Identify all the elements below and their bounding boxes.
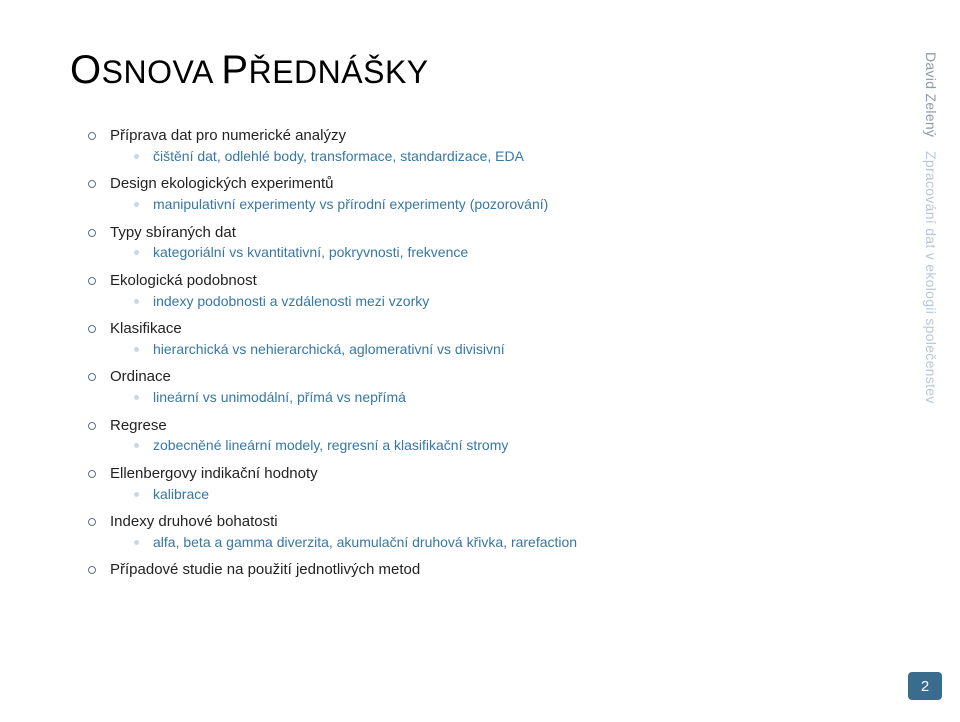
outline-subitem: manipulativní experimenty vs přírodní ex… <box>134 196 890 214</box>
dot-bullet-icon <box>134 540 139 545</box>
outline-subitem-label: manipulativní experimenty vs přírodní ex… <box>153 196 548 214</box>
outline-item-label: Regrese <box>110 417 167 436</box>
dot-bullet-icon <box>134 154 139 159</box>
outline-item-label: Typy sbíraných dat <box>110 224 236 243</box>
circle-bullet-icon <box>88 277 96 285</box>
outline-subitem: indexy podobnosti a vzdálenosti mezi vzo… <box>134 293 890 311</box>
outline-item: Ellenbergovy indikační hodnoty <box>88 465 890 484</box>
outline-item-label: Ekologická podobnost <box>110 272 257 291</box>
outline-item: Design ekologických experimentů <box>88 175 890 194</box>
dot-bullet-icon <box>134 347 139 352</box>
title-cap-1: O <box>70 48 102 92</box>
outline-item: Příprava dat pro numerické analýzy <box>88 127 890 146</box>
outline-subitem-label: kategoriální vs kvantitativní, pokryvnos… <box>153 244 468 262</box>
outline-item: Indexy druhové bohatosti <box>88 513 890 532</box>
dot-bullet-icon <box>134 299 139 304</box>
title-rest-1: SNOVA <box>102 54 222 90</box>
outline-subitem-label: hierarchická vs nehierarchická, aglomera… <box>153 341 505 359</box>
outline-item-label: Příprava dat pro numerické analýzy <box>110 127 346 146</box>
outline-subitem: alfa, beta a gamma diverzita, akumulační… <box>134 534 890 552</box>
outline-item: Klasifikace <box>88 320 890 339</box>
circle-bullet-icon <box>88 518 96 526</box>
dot-bullet-icon <box>134 202 139 207</box>
outline-list: Příprava dat pro numerické analýzy čištěn… <box>70 127 890 580</box>
outline-subitem-label: lineární vs unimodální, přímá vs nepřímá <box>153 389 406 407</box>
sidebar: David Zelený Zpracování dat v ekologii s… <box>920 52 942 572</box>
circle-bullet-icon <box>88 422 96 430</box>
circle-bullet-icon <box>88 470 96 478</box>
outline-subitem: čištění dat, odlehlé body, transformace,… <box>134 148 890 166</box>
outline-item: Ordinace <box>88 368 890 387</box>
circle-bullet-icon <box>88 325 96 333</box>
page-number: 2 <box>908 672 942 700</box>
outline-subitem: hierarchická vs nehierarchická, aglomera… <box>134 341 890 359</box>
circle-bullet-icon <box>88 180 96 188</box>
dot-bullet-icon <box>134 492 139 497</box>
circle-bullet-icon <box>88 132 96 140</box>
outline-item: Ekologická podobnost <box>88 272 890 291</box>
outline-subitem-label: kalibrace <box>153 486 209 504</box>
dot-bullet-icon <box>134 443 139 448</box>
outline-item-label: Ellenbergovy indikační hodnoty <box>110 465 318 484</box>
outline-item-label: Design ekologických experimentů <box>110 175 333 194</box>
outline-item-label: Případové studie na použití jednotlivých… <box>110 561 420 580</box>
title-rest-2: ŘEDNÁŠKY <box>249 54 429 90</box>
circle-bullet-icon <box>88 373 96 381</box>
author-label: David Zelený <box>923 52 939 137</box>
outline-item: Regrese <box>88 417 890 436</box>
outline-item: Typy sbíraných dat <box>88 224 890 243</box>
outline-subitem: zobecněné lineární modely, regresní a kl… <box>134 437 890 455</box>
outline-item: Případové studie na použití jednotlivých… <box>88 561 890 580</box>
outline-item-label: Ordinace <box>110 368 171 387</box>
outline-subitem: kategoriální vs kvantitativní, pokryvnos… <box>134 244 890 262</box>
circle-bullet-icon <box>88 229 96 237</box>
outline-subitem-label: čištění dat, odlehlé body, transformace,… <box>153 148 524 166</box>
page-title: OSNOVA PŘEDNÁŠKY <box>70 48 890 93</box>
dot-bullet-icon <box>134 395 139 400</box>
outline-item-label: Klasifikace <box>110 320 182 339</box>
dot-bullet-icon <box>134 250 139 255</box>
outline-subitem-label: indexy podobnosti a vzdálenosti mezi vzo… <box>153 293 429 311</box>
outline-subitem-label: zobecněné lineární modely, regresní a kl… <box>153 437 508 455</box>
slide: OSNOVA PŘEDNÁŠKY Příprava dat pro numeri… <box>0 0 960 722</box>
outline-subitem: kalibrace <box>134 486 890 504</box>
outline-item-label: Indexy druhové bohatosti <box>110 513 278 532</box>
title-cap-2: P <box>221 48 248 92</box>
outline-subitem-label: alfa, beta a gamma diverzita, akumulační… <box>153 534 577 552</box>
sidebar-subtitle: Zpracování dat v ekologii společenstev <box>923 151 939 404</box>
circle-bullet-icon <box>88 566 96 574</box>
outline-subitem: lineární vs unimodální, přímá vs nepřímá <box>134 389 890 407</box>
page-number-value: 2 <box>921 678 929 695</box>
